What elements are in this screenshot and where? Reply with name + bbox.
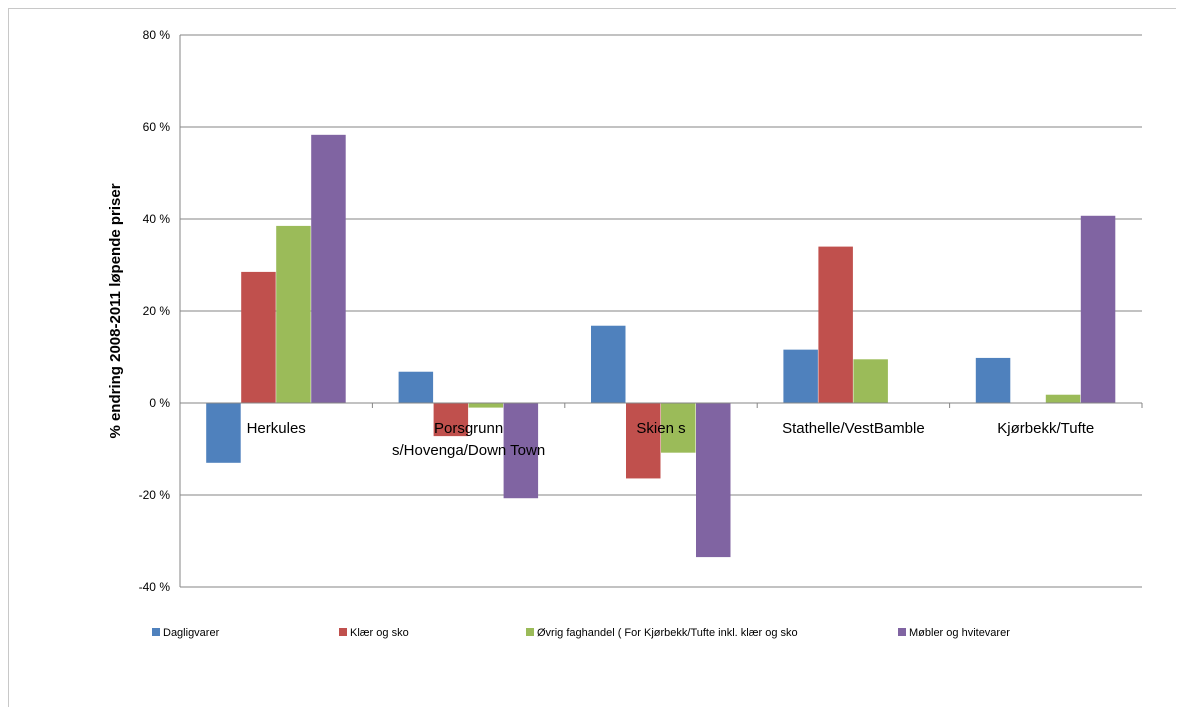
legend-swatch — [898, 628, 906, 636]
y-tick-label: 40 % — [143, 212, 171, 226]
category-labels: Herkules Porsgrunn s/Hovenga/Down Town Skie… — [247, 420, 1095, 459]
y-tick-label: -20 % — [139, 488, 171, 502]
bar — [206, 403, 241, 463]
category-label: Porsgrunn — [434, 420, 503, 437]
bar — [818, 246, 853, 403]
legend-label: Klær og sko — [350, 627, 409, 639]
category-label: Stathelle/VestBamble — [782, 420, 925, 437]
bar — [696, 403, 731, 558]
bar — [433, 403, 469, 437]
bar — [468, 403, 504, 408]
legend-label: Dagligvarer — [163, 627, 220, 639]
bar — [661, 403, 696, 453]
legend: Dagligvarer Klær og sko Øvrig faghandel ( … — [152, 627, 1010, 639]
bar — [853, 359, 888, 403]
bar — [1045, 394, 1081, 403]
bars — [206, 134, 1116, 558]
bar — [783, 349, 818, 403]
category-label: Kjørbekk/Tufte — [997, 420, 1094, 437]
bar — [276, 225, 311, 403]
y-tick-label: 20 % — [143, 304, 171, 318]
category-label: s/Hovenga/Down Town — [392, 442, 545, 459]
gridlines — [180, 34, 1142, 588]
legend-label: Møbler og hvitevarer — [909, 627, 1010, 639]
y-tick-label: 0 % — [149, 396, 170, 410]
category-label: Herkules — [247, 420, 306, 437]
bar — [311, 134, 346, 403]
bar — [398, 371, 434, 403]
bar — [591, 325, 626, 403]
bar — [241, 271, 276, 403]
legend-label: Øvrig faghandel ( For Kjørbekk/Tufte ink… — [537, 627, 798, 639]
legend-swatch — [339, 628, 347, 636]
y-axis-label: % endring 2008-2011 løpende priser — [107, 183, 124, 438]
y-tick-labels: -40 % -20 % 0 % 20 % 40 % 60 % 80 % — [139, 28, 171, 594]
y-tick-label: 60 % — [143, 120, 171, 134]
y-tick-label: -40 % — [139, 580, 171, 594]
legend-swatch — [152, 628, 160, 636]
category-label: Skien s — [636, 420, 685, 437]
bar — [503, 403, 539, 499]
bar — [975, 357, 1011, 403]
bar — [1080, 215, 1116, 403]
bar — [626, 403, 661, 479]
y-tick-label: 80 % — [143, 28, 171, 42]
legend-swatch — [526, 628, 534, 636]
axes — [179, 35, 1143, 587]
chart-frame — [8, 8, 1176, 707]
